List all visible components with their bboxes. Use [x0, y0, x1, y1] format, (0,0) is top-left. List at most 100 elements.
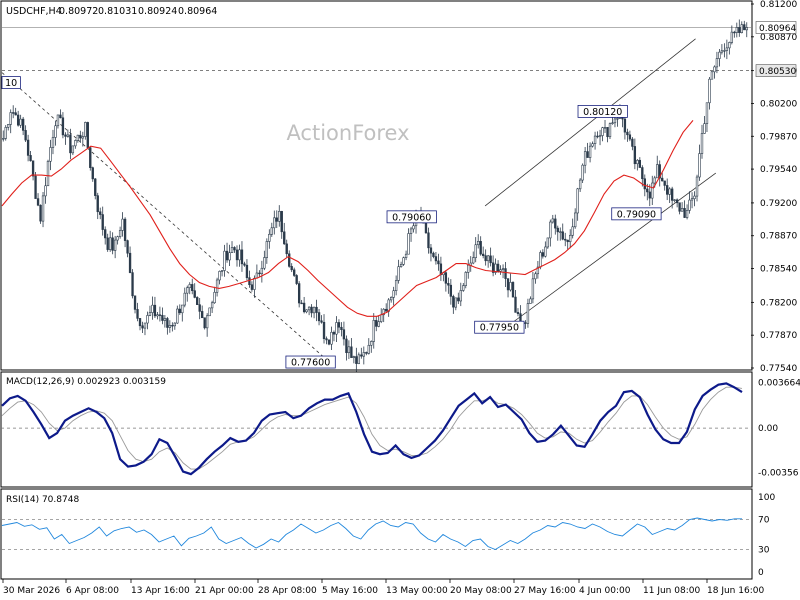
candle: [489, 247, 492, 267]
candle: [183, 287, 186, 308]
candle: [96, 192, 99, 220]
candle: [158, 306, 162, 322]
candle: [91, 166, 94, 182]
candle: [407, 228, 410, 255]
price-annotation: 0.77950: [474, 320, 525, 334]
candle: [56, 114, 60, 129]
candle: [51, 129, 55, 155]
candle: [176, 305, 179, 324]
candle: [389, 296, 393, 303]
candle: [106, 233, 109, 252]
candlesticks: [2, 19, 748, 373]
candle: [104, 226, 107, 245]
candle: [728, 41, 731, 55]
svg-text:0.80530: 0.80530: [759, 67, 796, 77]
candle: [491, 255, 495, 277]
price-annotations: 10 0.77600 0.79060 0.77950 0.80120 0.79090: [1, 76, 662, 369]
annotation-label: 0.77600: [291, 358, 330, 369]
candle: [670, 186, 674, 209]
candle: [404, 250, 408, 261]
candle: [544, 241, 547, 258]
candle: [181, 304, 184, 322]
candle: [46, 159, 50, 187]
candle: [9, 109, 12, 134]
candle: [2, 130, 5, 142]
candle: [278, 205, 281, 227]
candle: [377, 315, 380, 328]
candle: [342, 321, 346, 346]
candle: [86, 121, 89, 149]
candle: [335, 316, 338, 342]
candle: [576, 187, 579, 221]
low-value: 0.80924: [138, 6, 177, 17]
candle: [41, 192, 45, 228]
candle: [452, 294, 455, 314]
candle: [111, 232, 114, 255]
candle: [260, 260, 264, 283]
candle: [54, 120, 57, 146]
candle: [578, 178, 582, 192]
candle: [683, 200, 686, 218]
candle: [178, 304, 181, 315]
macd-pane: MACD(12,26,9) 0.002923 0.003159 0.003664…: [0, 371, 800, 488]
candle: [283, 222, 286, 245]
price-annotation: 10: [1, 76, 21, 89]
candle: [270, 222, 273, 237]
candle: [248, 270, 251, 288]
candle: [141, 321, 144, 334]
candle: [305, 309, 308, 314]
candle: [7, 123, 10, 131]
candle: [723, 43, 726, 58]
candle: [188, 282, 191, 295]
time-tick-label: 6 Apr 08:00: [66, 586, 119, 596]
candle: [429, 243, 433, 262]
annotation-label: 0.79060: [392, 212, 431, 223]
price-pane: ActionForex 10 0.77600 0.79060 0.77950 0.801…: [0, 0, 797, 374]
candle: [444, 270, 448, 292]
candle: [462, 283, 465, 292]
candle: [24, 125, 27, 143]
candle: [16, 110, 20, 127]
rsi-tick-label: 0: [758, 568, 764, 578]
annotation-label: 0.77950: [480, 323, 519, 334]
price-tick-label: 0.78870: [760, 232, 797, 242]
candle: [541, 249, 545, 259]
time-tick-label: 28 Apr 08:00: [258, 586, 317, 596]
candle: [99, 207, 102, 220]
candle: [148, 305, 152, 317]
macd-line: [1, 382, 743, 476]
candle: [457, 292, 460, 305]
time-tick-label: 27 May 16:00: [514, 586, 576, 596]
candle: [626, 128, 629, 142]
candle: [240, 241, 244, 272]
candle: [310, 304, 313, 318]
candle: [238, 244, 241, 267]
candle: [59, 109, 62, 119]
candle: [434, 251, 438, 265]
candle: [437, 253, 440, 271]
candle: [412, 222, 415, 233]
candle: [447, 277, 450, 294]
candle: [143, 322, 147, 336]
candle: [705, 102, 709, 133]
candle: [161, 307, 164, 325]
candle: [123, 217, 127, 248]
candle: [536, 260, 540, 279]
price-tick-label: 0.79540: [760, 165, 797, 175]
candle: [355, 347, 358, 373]
candle: [725, 39, 729, 60]
candle: [131, 269, 134, 299]
candle: [394, 275, 398, 296]
rsi-axis: 100 70 30 0: [758, 493, 775, 578]
candle: [484, 249, 487, 266]
price-annotation: 0.77600: [285, 355, 336, 369]
candle: [392, 286, 395, 306]
candle: [738, 19, 741, 37]
candle: [464, 271, 467, 289]
candle: [382, 308, 385, 323]
price-tick-label: 0.79870: [760, 132, 797, 142]
candle: [360, 347, 363, 359]
price-tick-label: 0.77870: [760, 331, 797, 341]
candle: [340, 322, 343, 337]
candle: [350, 338, 353, 358]
